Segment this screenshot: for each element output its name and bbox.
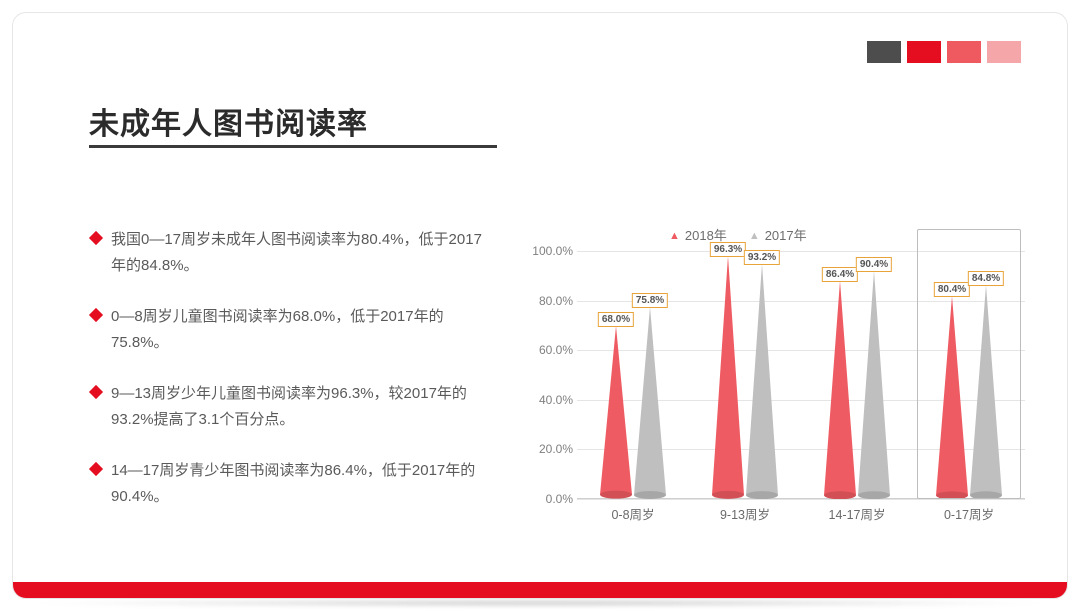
cone-2018 [936,296,968,499]
cone-2018 [824,281,856,499]
decor-squares [867,41,1021,63]
bullet-diamond-icon [89,231,103,245]
decor-square [907,41,941,63]
reading-rate-chart: ▲2018年 ▲2017年 0.0% 20.0% 40.0% 60.0% 80.0% 100… [521,225,1041,545]
cone-2018 [600,326,632,499]
cone-2018 [712,256,744,499]
value-label: 96.3% [710,242,746,257]
page-title: 未成年人图书阅读率 [89,99,368,143]
cone-2017 [970,285,1002,499]
value-label: 90.4% [856,257,892,272]
chart-legend: ▲2018年 ▲2017年 [669,225,807,244]
x-axis-label: 0-8周岁 [611,504,654,523]
y-axis-label: 100.0% [525,244,573,258]
bullet-diamond-icon [89,308,103,322]
footer-bar [13,582,1067,598]
y-axis-label: 20.0% [525,442,573,456]
value-label: 80.4% [934,282,970,297]
bullet-text: 0—8周岁儿童图书阅读率为68.0%，低于2017年的75.8%。 [111,304,491,355]
cone-2017 [634,307,666,499]
bullet-text: 14—17周岁青少年图书阅读率为86.4%，低于2017年的90.4%。 [111,458,491,509]
value-label: 86.4% [822,267,858,282]
y-axis-label: 0.0% [525,492,573,506]
bullet-diamond-icon [89,462,103,476]
chart-plot-area: 0.0%20.0%40.0%60.0%80.0%100.0%68.0%75.8%… [577,251,1025,499]
bullet-text: 我国0—17周岁未成年人图书阅读率为80.4%，低于2017年的84.8%。 [111,227,491,278]
cone-2017 [746,264,778,499]
bullet-item: 0—8周岁儿童图书阅读率为68.0%，低于2017年的75.8%。 [91,304,491,355]
y-axis-label: 80.0% [525,294,573,308]
legend-swatch-icon: ▲ [669,230,680,242]
value-label: 93.2% [744,250,780,265]
value-label: 84.8% [968,271,1004,286]
decor-square [987,41,1021,63]
bullet-list: 我国0—17周岁未成年人图书阅读率为80.4%，低于2017年的84.8%。 0—… [91,227,491,535]
x-axis-label: 0-17周岁 [944,504,994,523]
value-label: 75.8% [632,293,668,308]
bullet-item: 14—17周岁青少年图书阅读率为86.4%，低于2017年的90.4%。 [91,458,491,509]
legend-item: ▲2017年 [749,225,807,244]
bullet-item: 9—13周岁少年儿童图书阅读率为96.3%，较2017年的93.2%提高了3.1… [91,381,491,432]
gridline [577,251,1025,252]
title-underline [89,145,497,148]
y-axis-label: 40.0% [525,393,573,407]
decor-square [947,41,981,63]
bullet-diamond-icon [89,385,103,399]
legend-item: ▲2018年 [669,225,727,244]
slide: 未成年人图书阅读率 我国0—17周岁未成年人图书阅读率为80.4%，低于2017… [12,12,1068,599]
cone-2017 [858,271,890,499]
x-axis-label: 14-17周岁 [829,504,886,523]
value-label: 68.0% [598,312,634,327]
legend-swatch-icon: ▲ [749,230,760,242]
y-axis-label: 60.0% [525,343,573,357]
bullet-text: 9—13周岁少年儿童图书阅读率为96.3%，较2017年的93.2%提高了3.1… [111,381,491,432]
bullet-item: 我国0—17周岁未成年人图书阅读率为80.4%，低于2017年的84.8%。 [91,227,491,278]
decor-square [867,41,901,63]
gridline [577,499,1025,500]
x-axis-label: 9-13周岁 [720,504,770,523]
highlight-box [917,229,1021,499]
